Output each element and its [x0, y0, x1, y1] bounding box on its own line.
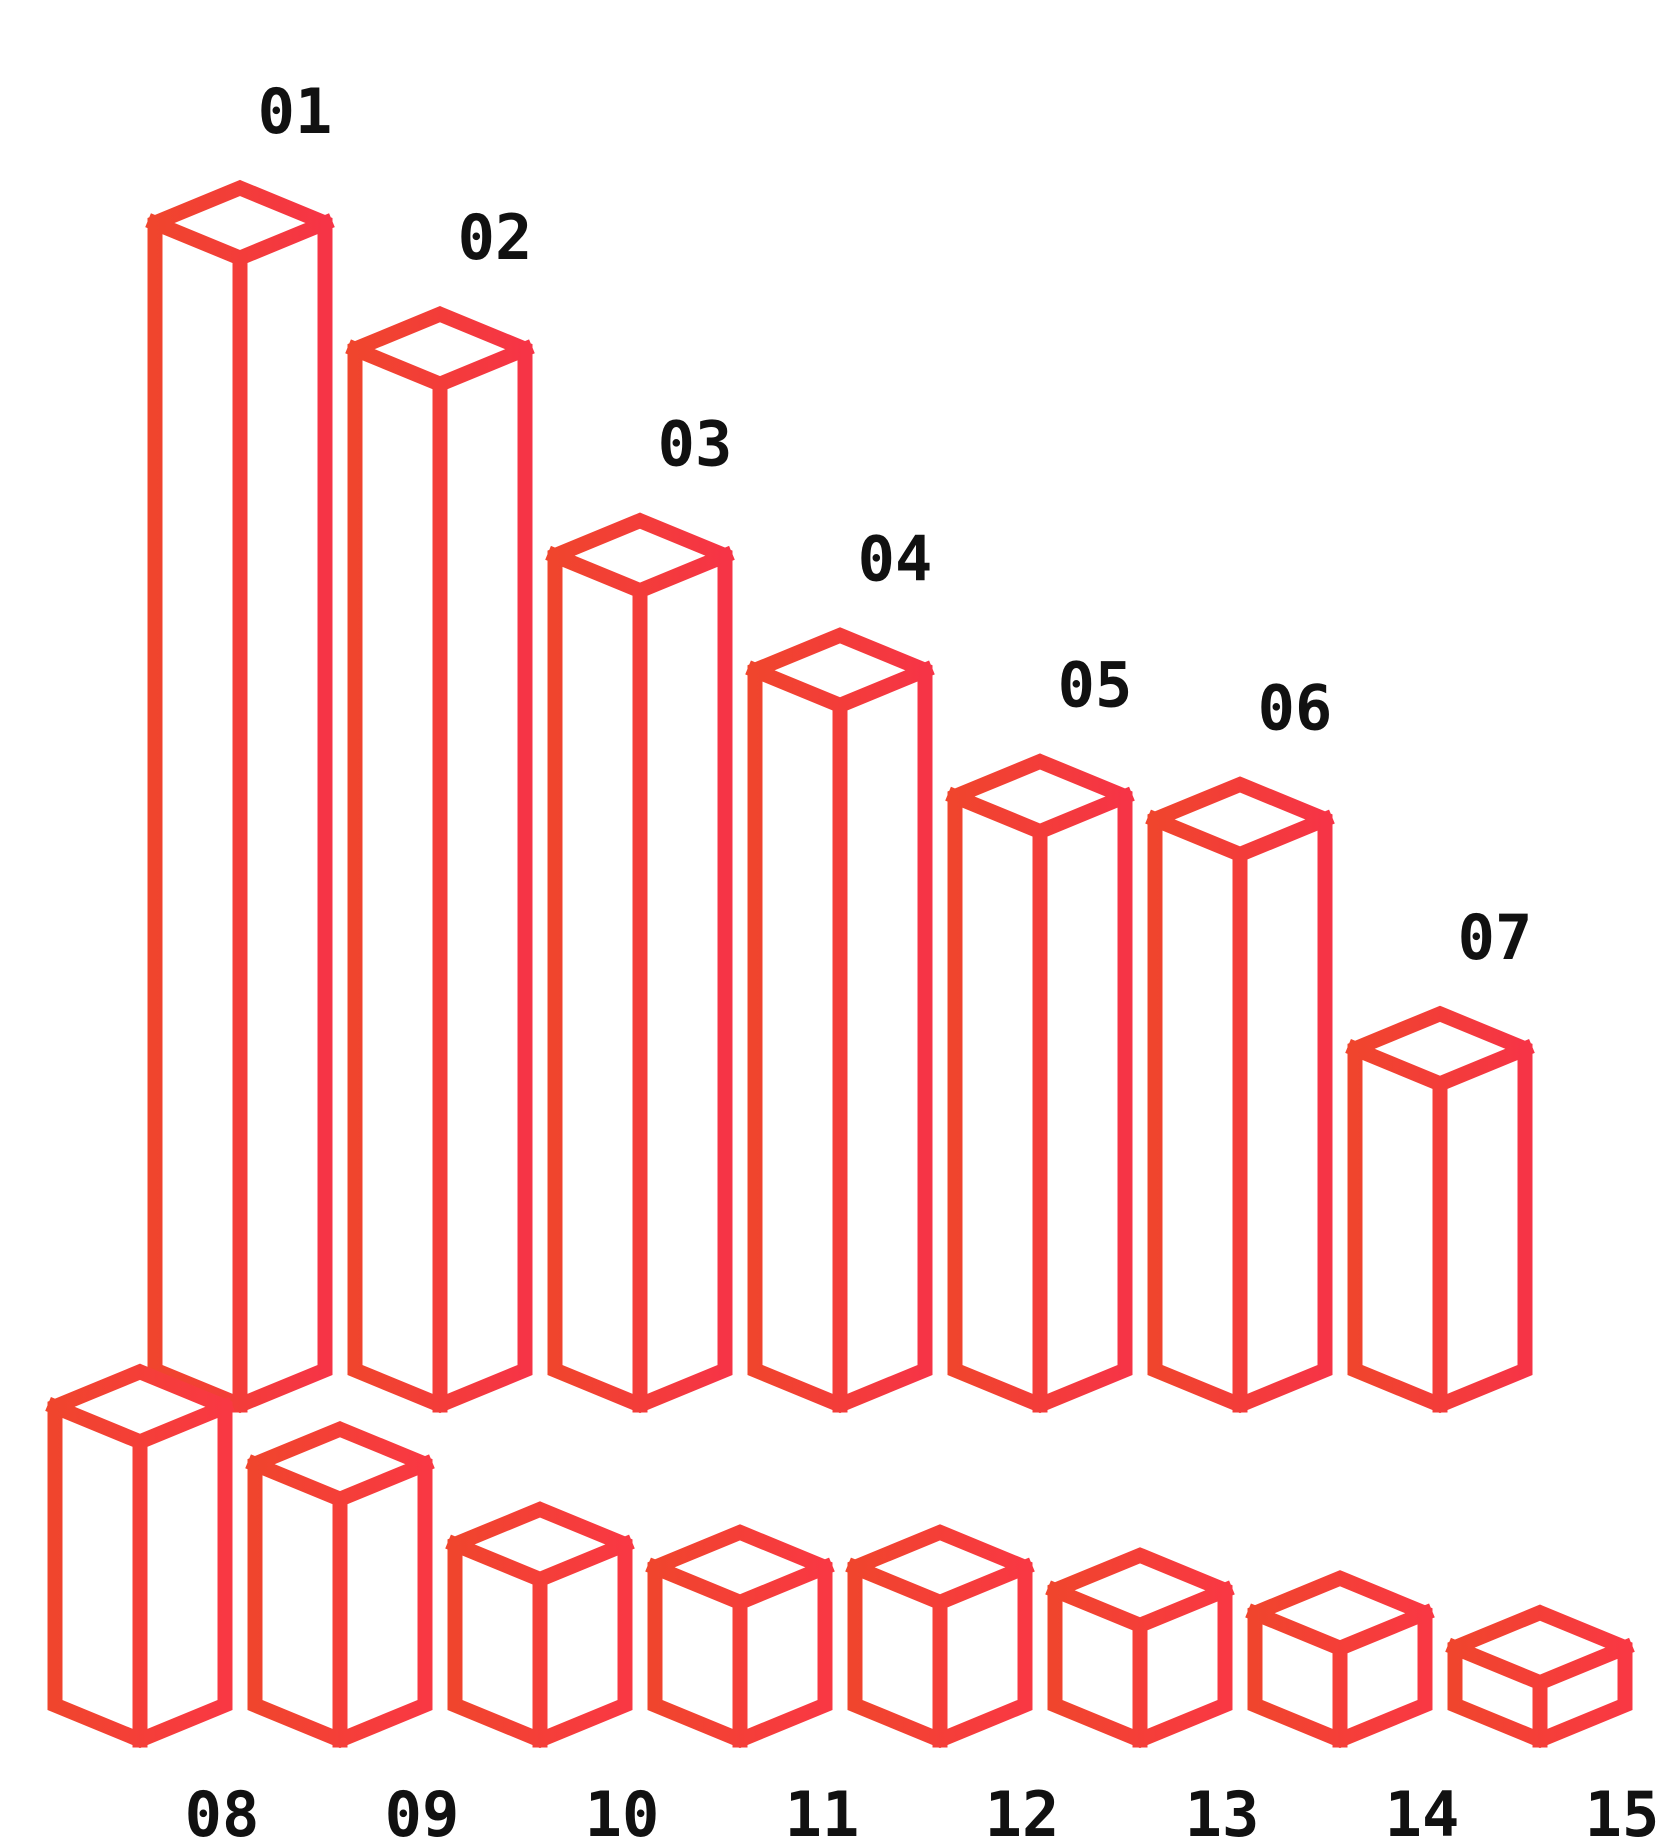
- bar-label-09: 09: [385, 1778, 460, 1842]
- bar-label-13: 13: [1185, 1778, 1260, 1842]
- front-row-bar-12: [845, 1524, 1035, 1749]
- front-row-bar-14: [1245, 1570, 1435, 1749]
- back-row-bar-03: [545, 512, 735, 1414]
- bar-label-11: 11: [785, 1778, 860, 1842]
- bar-label-02: 02: [458, 201, 533, 274]
- bar-labels: 01 02 03 04 05 06 07 08 09 10 11 12 13 14 15: [185, 75, 1660, 1842]
- bar-label-15: 15: [1585, 1778, 1660, 1842]
- back-row-bar-02: [345, 306, 535, 1414]
- bar-label-01: 01: [258, 75, 333, 148]
- front-row-bar-09: [245, 1421, 435, 1749]
- bar-label-06: 06: [1258, 671, 1333, 744]
- back-row-bar-07: [1345, 1005, 1535, 1414]
- bar-label-10: 10: [585, 1778, 660, 1842]
- bar-label-14: 14: [1385, 1778, 1460, 1842]
- bar-label-03: 03: [658, 408, 733, 481]
- back-row-bar-05: [945, 753, 1135, 1414]
- bar-label-04: 04: [858, 522, 933, 595]
- back-row-bar-04: [745, 627, 935, 1414]
- front-row-bars: [45, 1363, 1635, 1749]
- front-row-bar-08: [45, 1363, 235, 1749]
- back-row-bar-06: [1145, 776, 1335, 1414]
- bar-label-05: 05: [1058, 649, 1133, 722]
- front-row-bar-11: [645, 1524, 835, 1749]
- front-row-bar-15: [1445, 1604, 1635, 1749]
- bar-label-08: 08: [185, 1778, 260, 1842]
- front-row-bar-10: [445, 1501, 635, 1749]
- front-row-bar-13: [1045, 1547, 1235, 1749]
- bar-label-12: 12: [985, 1778, 1060, 1842]
- back-row-bars: [145, 179, 1535, 1414]
- back-row-bar-01: [145, 179, 335, 1414]
- bar-label-07: 07: [1458, 901, 1533, 974]
